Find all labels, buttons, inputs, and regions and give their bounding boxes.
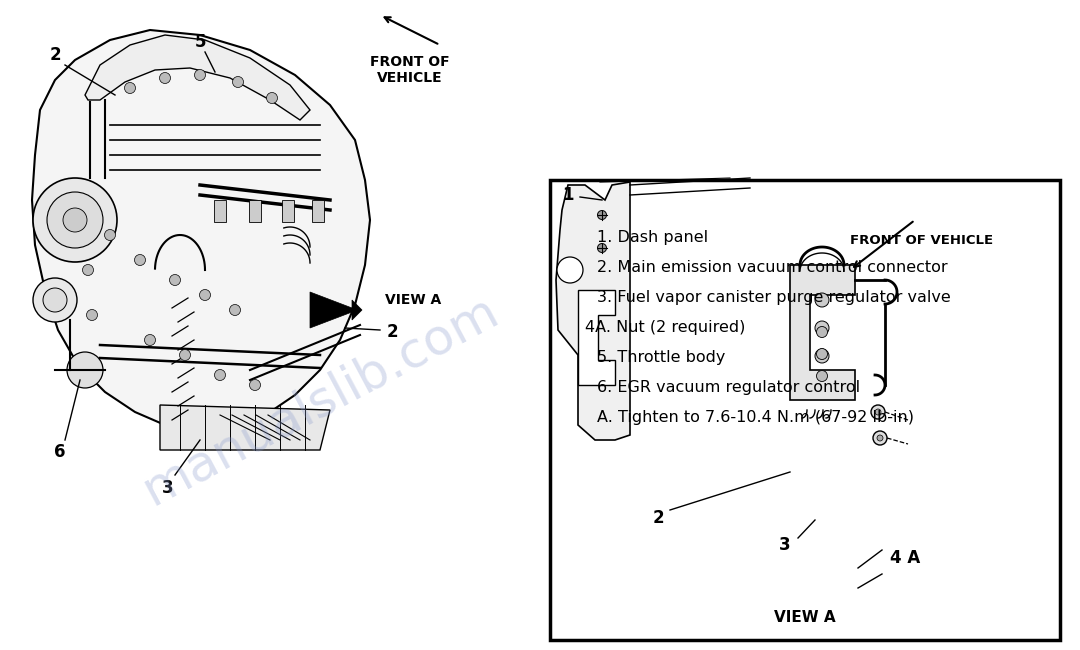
Circle shape (48, 192, 103, 248)
Circle shape (86, 309, 97, 320)
Text: 4A. Nut (2 required): 4A. Nut (2 required) (585, 320, 745, 335)
Circle shape (33, 278, 77, 322)
Text: 2. Main emission vacuum control connector: 2. Main emission vacuum control connecto… (597, 260, 947, 275)
Circle shape (816, 348, 827, 359)
Polygon shape (282, 200, 294, 222)
Circle shape (67, 352, 103, 388)
Polygon shape (160, 405, 330, 450)
Circle shape (194, 70, 205, 81)
Text: 1. Dash panel: 1. Dash panel (597, 230, 708, 245)
Circle shape (63, 208, 87, 232)
Circle shape (82, 265, 94, 276)
Polygon shape (312, 200, 324, 222)
Text: A. Tighten to 7.6-10.4 N.m (67-92 lb-in): A. Tighten to 7.6-10.4 N.m (67-92 lb-in) (597, 410, 914, 425)
Circle shape (200, 289, 211, 300)
Text: VIEW A: VIEW A (774, 610, 836, 625)
Circle shape (179, 350, 190, 361)
Circle shape (816, 326, 827, 337)
Text: 4 A: 4 A (890, 549, 920, 567)
Text: 3: 3 (779, 536, 791, 554)
Circle shape (232, 77, 243, 88)
Text: 3: 3 (162, 479, 174, 497)
Circle shape (105, 229, 116, 240)
Circle shape (877, 435, 883, 441)
Circle shape (870, 405, 885, 419)
Circle shape (215, 369, 226, 380)
Polygon shape (789, 265, 855, 400)
Circle shape (33, 178, 117, 262)
Text: FRONT OF VEHICLE: FRONT OF VEHICLE (850, 233, 994, 246)
Text: 2: 2 (652, 509, 664, 527)
Text: 3. Fuel vapor canister purge regulator valve: 3. Fuel vapor canister purge regulator v… (597, 290, 950, 305)
Circle shape (815, 349, 829, 363)
Circle shape (135, 255, 146, 265)
Polygon shape (578, 290, 615, 385)
Polygon shape (249, 200, 261, 222)
Text: 6: 6 (54, 443, 66, 461)
Circle shape (170, 274, 180, 285)
Text: 5: 5 (194, 33, 206, 51)
Polygon shape (32, 30, 370, 430)
Circle shape (815, 293, 829, 307)
Polygon shape (310, 292, 362, 328)
Polygon shape (214, 200, 226, 222)
Text: manualslib.com: manualslib.com (134, 286, 507, 514)
Circle shape (124, 83, 135, 94)
Text: 5. Throttle body: 5. Throttle body (597, 350, 726, 365)
Circle shape (597, 211, 607, 220)
Text: 2: 2 (50, 46, 60, 64)
Circle shape (816, 370, 827, 382)
Text: VIEW A: VIEW A (384, 293, 442, 307)
Text: 6. EGR vacuum regulator control: 6. EGR vacuum regulator control (597, 380, 860, 395)
Text: 2: 2 (387, 323, 397, 341)
Circle shape (160, 73, 171, 83)
Circle shape (267, 92, 278, 103)
Circle shape (145, 335, 156, 346)
Polygon shape (556, 182, 630, 440)
Circle shape (873, 431, 887, 445)
Circle shape (597, 244, 607, 252)
Polygon shape (85, 35, 310, 120)
Circle shape (43, 288, 67, 312)
Circle shape (249, 380, 260, 391)
Circle shape (557, 257, 583, 283)
Bar (550, 180, 1059, 640)
Circle shape (875, 409, 881, 415)
Text: FRONT OF
VEHICLE: FRONT OF VEHICLE (370, 55, 449, 85)
Circle shape (229, 304, 241, 315)
Text: 1: 1 (563, 186, 573, 204)
Circle shape (815, 321, 829, 335)
